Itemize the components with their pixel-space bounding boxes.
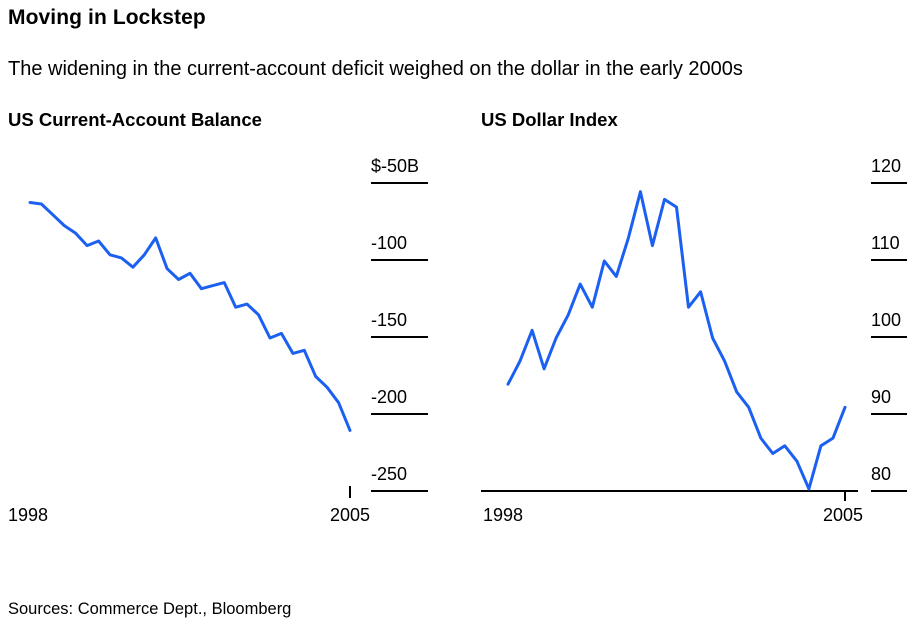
x-tick-label-1998-left: 1998 (8, 505, 49, 525)
y-tick-label: 90 (871, 385, 907, 415)
y-tick-label: 120 (871, 154, 907, 184)
x-tick-label-2005-left: 2005 (330, 505, 371, 525)
y-tick-label: 100 (871, 308, 907, 338)
chart-title-current-account: US Current-Account Balance (8, 109, 262, 130)
y-tick-label: -250 (371, 462, 428, 492)
page-title: Moving in Lockstep (8, 6, 206, 29)
dollar-index-line-chart (481, 190, 858, 501)
x-tick-label-2005-right: 2005 (823, 505, 864, 525)
y-tick-label: $-50B (371, 154, 428, 184)
y-tick-label: -100 (371, 231, 428, 261)
current-account-line-chart (28, 201, 352, 498)
y-tick-label: -150 (371, 308, 428, 338)
x-tick-label-1998-right: 1998 (483, 505, 524, 525)
y-tick-label: -200 (371, 385, 428, 415)
source-note: Sources: Commerce Dept., Bloomberg (8, 600, 292, 618)
page-subtitle: The widening in the current-account defi… (8, 58, 743, 80)
y-tick-label: 110 (871, 231, 907, 261)
chart-title-dollar-index: US Dollar Index (481, 109, 618, 130)
y-tick-label: 80 (871, 462, 907, 492)
